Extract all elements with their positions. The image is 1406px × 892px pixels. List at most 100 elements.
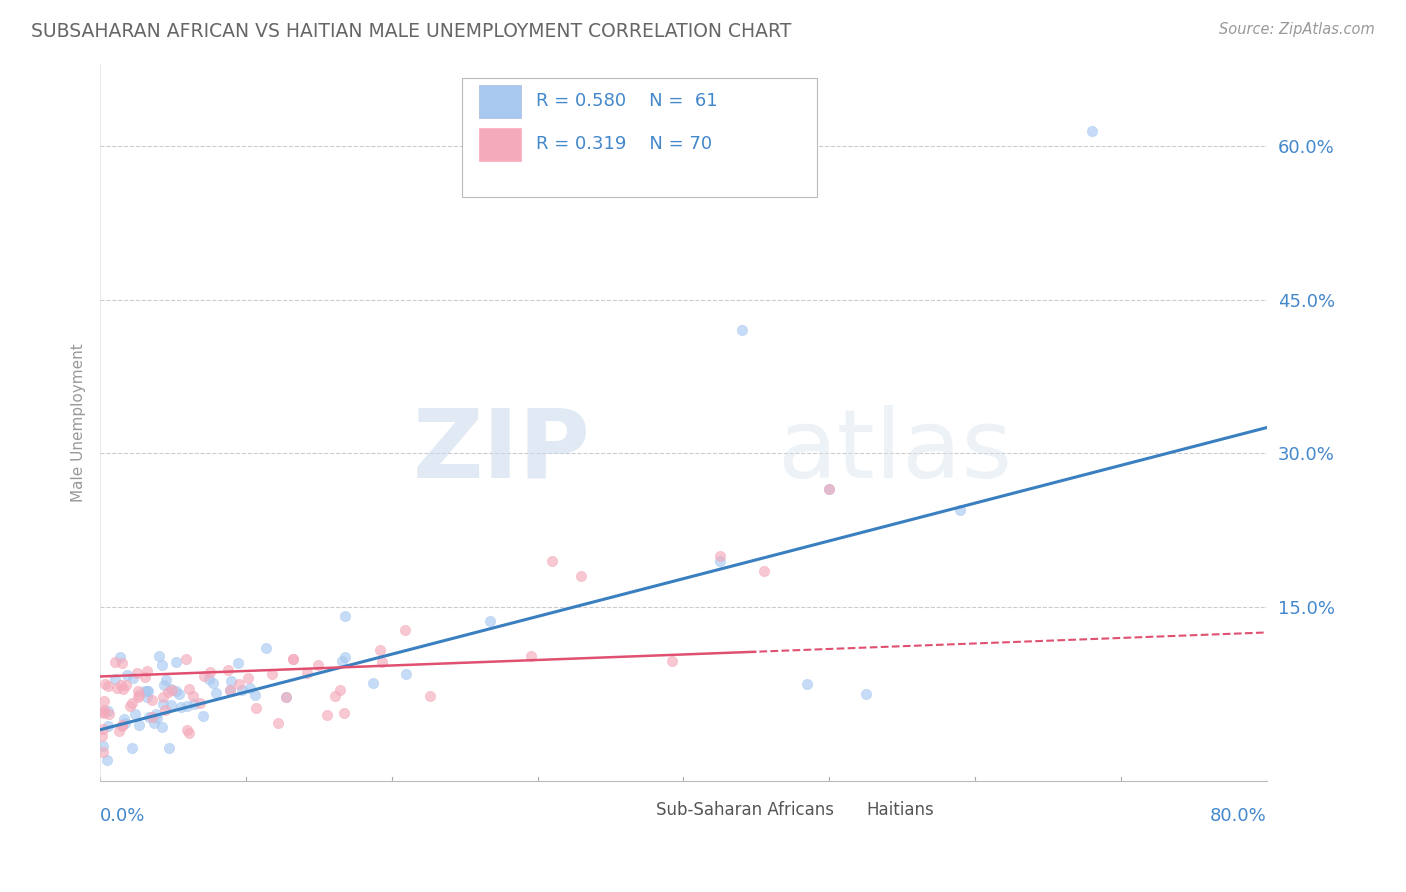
Point bbox=[122, 671, 145, 685]
Point bbox=[143, 716, 166, 731]
Point bbox=[218, 682, 240, 697]
Point bbox=[176, 698, 198, 713]
Point bbox=[176, 723, 198, 738]
Point bbox=[136, 664, 159, 678]
Point bbox=[91, 723, 114, 737]
Point bbox=[205, 686, 228, 700]
Point bbox=[201, 676, 224, 690]
Point bbox=[90, 730, 112, 744]
Point bbox=[91, 745, 114, 759]
Point bbox=[93, 706, 115, 720]
Point bbox=[155, 673, 177, 688]
Point bbox=[105, 681, 128, 695]
Point bbox=[188, 696, 211, 710]
Point bbox=[335, 608, 357, 623]
Text: R = 0.580    N =  61: R = 0.580 N = 61 bbox=[536, 93, 718, 111]
Point bbox=[254, 641, 277, 656]
Point bbox=[136, 684, 159, 698]
Point bbox=[179, 681, 201, 696]
Point bbox=[111, 718, 134, 732]
Point bbox=[238, 671, 260, 685]
Point bbox=[569, 569, 592, 583]
Point bbox=[112, 712, 135, 726]
Point bbox=[97, 706, 120, 721]
Point bbox=[217, 664, 239, 678]
Point bbox=[541, 554, 564, 568]
Point bbox=[93, 694, 115, 708]
FancyBboxPatch shape bbox=[612, 797, 645, 822]
Point bbox=[262, 667, 284, 681]
Point bbox=[267, 716, 290, 731]
Point bbox=[165, 656, 187, 670]
Point bbox=[128, 718, 150, 732]
FancyBboxPatch shape bbox=[461, 78, 817, 196]
Point bbox=[150, 658, 173, 673]
Point bbox=[221, 674, 243, 689]
Point bbox=[134, 684, 156, 698]
FancyBboxPatch shape bbox=[479, 128, 522, 161]
Point bbox=[114, 678, 136, 692]
Point bbox=[104, 672, 127, 686]
Point bbox=[124, 706, 146, 721]
Point bbox=[796, 676, 818, 690]
Point bbox=[520, 649, 543, 664]
Point bbox=[141, 710, 163, 724]
Point bbox=[97, 704, 120, 718]
Point bbox=[329, 682, 352, 697]
Point bbox=[226, 657, 249, 671]
Point bbox=[193, 669, 215, 683]
Point bbox=[141, 693, 163, 707]
Point bbox=[127, 690, 149, 704]
Point bbox=[152, 698, 174, 712]
Point bbox=[138, 710, 160, 724]
Point bbox=[157, 741, 180, 756]
Point bbox=[730, 323, 752, 337]
Point bbox=[181, 689, 204, 703]
Point bbox=[93, 703, 115, 717]
Point bbox=[198, 672, 221, 686]
Point bbox=[419, 689, 441, 703]
Point bbox=[148, 649, 170, 664]
Text: atlas: atlas bbox=[776, 405, 1012, 498]
Point bbox=[115, 667, 138, 681]
Point bbox=[330, 655, 353, 669]
Point bbox=[118, 699, 141, 714]
Point bbox=[238, 681, 260, 695]
Text: ZIP: ZIP bbox=[412, 405, 591, 498]
Point bbox=[112, 682, 135, 697]
Text: Sub-Saharan Africans: Sub-Saharan Africans bbox=[657, 801, 835, 819]
Point bbox=[150, 720, 173, 734]
Point bbox=[231, 683, 253, 698]
Point bbox=[153, 678, 176, 692]
Point bbox=[165, 684, 187, 698]
Point bbox=[97, 718, 120, 732]
Point bbox=[219, 682, 242, 697]
Point bbox=[121, 741, 143, 756]
Point bbox=[709, 554, 731, 568]
Point bbox=[818, 482, 841, 496]
Point bbox=[1080, 123, 1102, 137]
Point bbox=[111, 656, 134, 670]
Point bbox=[127, 683, 149, 698]
Point bbox=[274, 690, 297, 704]
Point bbox=[90, 705, 112, 719]
Point bbox=[135, 690, 157, 705]
Point bbox=[709, 549, 731, 563]
Point bbox=[855, 687, 877, 701]
Point bbox=[949, 502, 972, 516]
FancyBboxPatch shape bbox=[479, 85, 522, 118]
Point bbox=[170, 699, 193, 714]
Point bbox=[323, 690, 346, 704]
Point bbox=[160, 682, 183, 697]
Point bbox=[281, 652, 304, 666]
Point bbox=[128, 688, 150, 702]
Point bbox=[371, 655, 394, 669]
Text: SUBSAHARAN AFRICAN VS HAITIAN MALE UNEMPLOYMENT CORRELATION CHART: SUBSAHARAN AFRICAN VS HAITIAN MALE UNEMP… bbox=[31, 22, 792, 41]
Point bbox=[333, 706, 356, 720]
Point bbox=[160, 682, 183, 697]
Point bbox=[97, 679, 120, 693]
Point bbox=[121, 697, 143, 711]
Point bbox=[146, 711, 169, 725]
Text: R = 0.319    N = 70: R = 0.319 N = 70 bbox=[536, 136, 713, 153]
Point bbox=[136, 683, 159, 698]
